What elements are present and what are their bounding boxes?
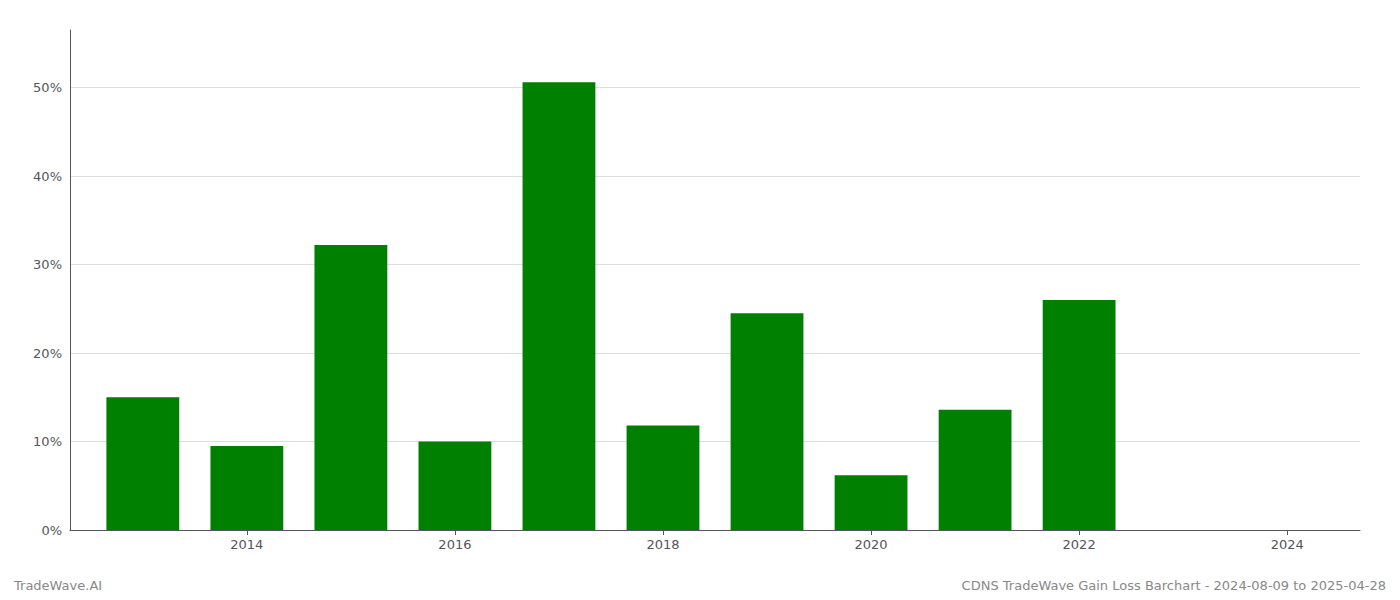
svg-text:2014: 2014 — [230, 537, 263, 552]
svg-text:50%: 50% — [33, 80, 62, 95]
svg-text:2018: 2018 — [646, 537, 679, 552]
svg-text:2020: 2020 — [855, 537, 888, 552]
svg-text:30%: 30% — [33, 257, 62, 272]
svg-text:20%: 20% — [33, 346, 62, 361]
svg-text:2016: 2016 — [438, 537, 471, 552]
svg-text:0%: 0% — [41, 523, 62, 538]
svg-text:40%: 40% — [33, 169, 62, 184]
svg-text:10%: 10% — [33, 434, 62, 449]
svg-text:CDNS TradeWave Gain Loss Barch: CDNS TradeWave Gain Loss Barchart - 2024… — [962, 578, 1386, 593]
svg-text:TradeWave.AI: TradeWave.AI — [13, 578, 102, 593]
svg-text:2024: 2024 — [1271, 537, 1304, 552]
svg-text:2022: 2022 — [1063, 537, 1096, 552]
